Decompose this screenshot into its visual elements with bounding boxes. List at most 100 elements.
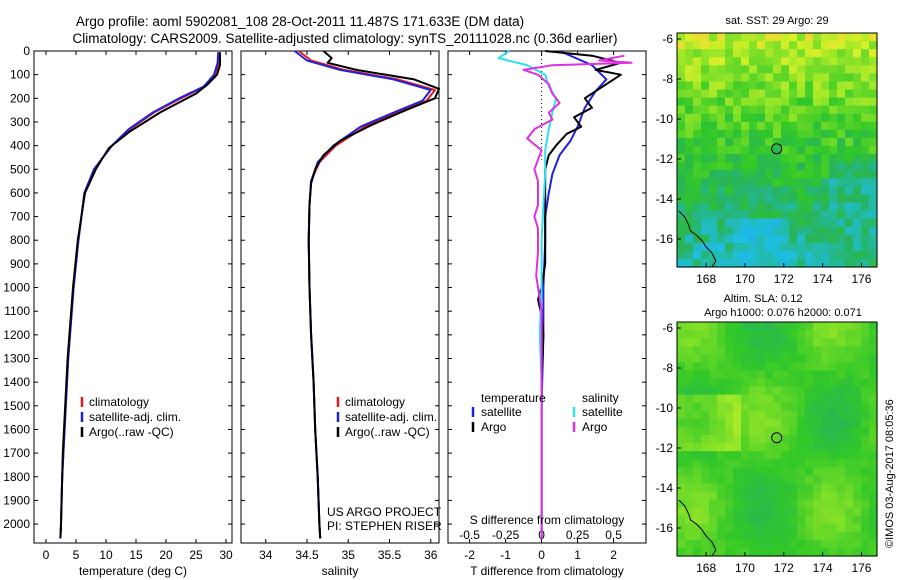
heatmap-cell xyxy=(701,475,710,484)
heatmap-cell xyxy=(677,402,686,412)
heatmap-cell xyxy=(829,73,838,83)
heatmap-cell xyxy=(773,451,782,460)
sst-coastline xyxy=(678,210,717,268)
heatmap-cell xyxy=(685,483,694,493)
heatmap-cell xyxy=(741,145,750,155)
heatmap-cell xyxy=(765,194,774,204)
lat-tick-label: -12 xyxy=(656,441,674,455)
heatmap-cell xyxy=(757,145,766,155)
x-tick-label: 15 xyxy=(129,548,143,562)
heatmap-cell xyxy=(869,491,878,501)
heatmap-cell xyxy=(749,105,758,115)
heatmap-cell xyxy=(677,418,686,428)
heatmap-cell xyxy=(725,531,734,541)
heatmap-cell xyxy=(749,418,758,428)
heatmap-cell xyxy=(773,226,782,236)
heatmap-cell xyxy=(765,65,774,74)
heatmap-cell xyxy=(773,242,782,252)
heatmap-cell xyxy=(821,539,830,549)
heatmap-cell xyxy=(725,137,734,147)
argo-location-marker xyxy=(771,432,783,444)
heatmap-cell xyxy=(821,475,830,484)
heatmap-cell xyxy=(805,418,814,428)
heatmap-cell xyxy=(837,194,846,204)
heatmap-cell xyxy=(765,491,774,501)
heatmap-cell xyxy=(733,121,742,131)
heatmap-cell xyxy=(693,178,702,187)
heatmap-cell xyxy=(781,81,790,91)
heatmap-cell xyxy=(725,178,734,187)
heatmap-cell xyxy=(773,370,782,380)
heatmap-cell xyxy=(869,443,878,452)
heatmap-cell xyxy=(861,378,870,388)
heatmap-cell xyxy=(693,394,702,404)
heatmap-cell xyxy=(797,57,806,66)
heatmap-cell xyxy=(781,154,790,163)
heatmap-cell xyxy=(693,434,702,444)
coastline xyxy=(678,499,717,557)
heatmap-cell xyxy=(685,121,694,131)
heatmap-cell xyxy=(805,547,814,557)
heatmap-cell xyxy=(685,73,694,83)
heatmap-cell xyxy=(781,137,790,147)
heatmap-cell xyxy=(781,226,790,236)
heatmap-cell xyxy=(821,33,830,42)
heatmap-cell xyxy=(741,41,750,50)
heatmap-cell xyxy=(701,547,710,557)
heatmap-cell xyxy=(853,162,862,171)
heatmap-cell xyxy=(813,491,822,501)
heatmap-cell xyxy=(733,499,742,509)
heatmap-cell xyxy=(821,129,830,139)
heatmap-cell xyxy=(733,322,742,331)
heatmap-cell xyxy=(781,218,790,228)
heatmap-cell xyxy=(733,483,742,493)
heatmap-cell xyxy=(765,451,774,460)
heatmap-cell xyxy=(853,33,862,42)
heatmap-cell xyxy=(773,33,782,42)
heatmap-cell xyxy=(821,105,830,115)
heatmap-cell xyxy=(797,170,806,179)
heatmap-cell xyxy=(813,394,822,404)
heatmap-cell xyxy=(837,170,846,179)
heatmap-cell xyxy=(845,426,854,436)
heatmap-cell xyxy=(757,483,766,493)
lon-tick-label: 170 xyxy=(735,272,755,286)
heatmap-cell xyxy=(837,226,846,236)
heatmap-cell xyxy=(829,386,838,396)
heatmap-cell xyxy=(765,170,774,179)
heatmap-cell xyxy=(741,202,750,212)
heatmap-cell xyxy=(829,170,838,179)
heatmap-cell xyxy=(805,105,814,115)
sst-map-panel: sat. SST: 29 Argo: 29 168 170 172 174 176 -6… xyxy=(656,15,878,286)
heatmap-cell xyxy=(757,426,766,436)
heatmap-cell xyxy=(741,362,750,372)
heatmap-cell xyxy=(741,250,750,260)
heatmap-cell xyxy=(789,386,798,396)
heatmap-cell xyxy=(725,113,734,123)
heatmap-cell xyxy=(741,426,750,436)
heatmap-cell xyxy=(749,346,758,355)
heatmap-cell xyxy=(685,402,694,412)
heatmap-cell xyxy=(701,338,710,347)
heatmap-cell xyxy=(741,451,750,460)
heatmap-cell xyxy=(781,523,790,533)
heatmap-cell xyxy=(821,145,830,155)
depth-tick-label: 1300 xyxy=(3,352,30,366)
s-diff-tick-label: -0.25 xyxy=(492,528,520,542)
heatmap-cell xyxy=(749,210,758,220)
heatmap-cell xyxy=(677,154,686,163)
heatmap-cell xyxy=(789,242,798,252)
heatmap-cell xyxy=(829,226,838,236)
heatmap-cell xyxy=(701,170,710,179)
heatmap-cell xyxy=(749,378,758,388)
salinity-x-label: salinity xyxy=(322,564,359,578)
heatmap-cell xyxy=(733,475,742,484)
heatmap-cell xyxy=(709,322,718,331)
heatmap-cell xyxy=(797,499,806,509)
heatmap-cell xyxy=(845,258,854,268)
heatmap-cell xyxy=(677,113,686,123)
heatmap-cell xyxy=(805,531,814,541)
heatmap-cell xyxy=(845,89,854,99)
heatmap-cell xyxy=(789,499,798,509)
heatmap-cell xyxy=(853,154,862,163)
